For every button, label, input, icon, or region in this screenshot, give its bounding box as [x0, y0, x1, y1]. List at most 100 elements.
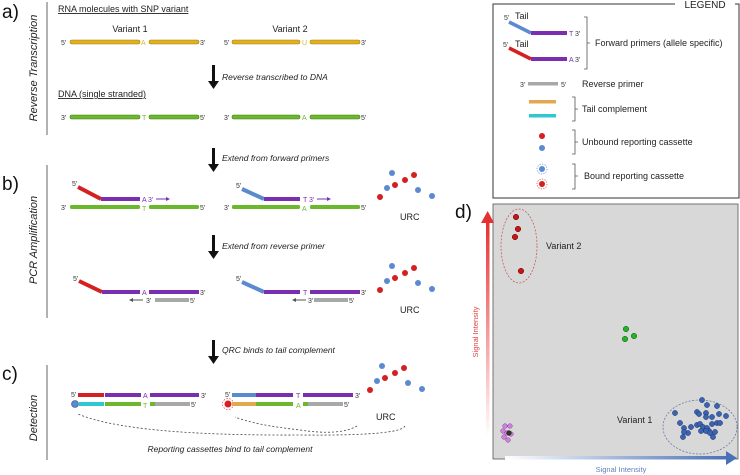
- svg-text:Tail: Tail: [515, 39, 529, 49]
- urc-red-dot: [392, 182, 398, 188]
- bound-blue-icon: [536, 163, 548, 175]
- forward-primer-variant2: 5' T 3': [236, 183, 331, 204]
- step-extend-reverse: Extend from reverse primer: [222, 241, 326, 251]
- svg-text:3': 3': [361, 290, 366, 297]
- urc-blue-dot: [415, 187, 421, 193]
- svg-text:5': 5': [71, 392, 76, 399]
- urc-red-dot: [377, 194, 383, 200]
- urc-red-dot: [377, 287, 383, 293]
- svg-text:5': 5': [225, 392, 230, 399]
- variant2-point: [514, 225, 522, 233]
- legend-title: LEGEND: [684, 0, 725, 11]
- svg-text:5': 5': [191, 402, 196, 409]
- variant1-point: [716, 411, 722, 417]
- variant2-label: Variant 2: [272, 24, 307, 34]
- variant1-point: [703, 414, 709, 420]
- urc-blue-dot: [384, 185, 390, 191]
- svg-text:U: U: [302, 40, 307, 47]
- urc-blue-dot: [429, 286, 435, 292]
- variant1-point: [672, 410, 678, 416]
- no-template-control-point: [502, 423, 508, 429]
- svg-text:5': 5': [349, 298, 354, 305]
- svg-text:T: T: [143, 403, 148, 410]
- bound-cassette-blue-icon: [71, 400, 79, 408]
- panel-d-label: d): [455, 202, 472, 223]
- variant1-label: Variant 1: [112, 24, 147, 34]
- dna-heading: DNA (single stranded): [58, 89, 146, 99]
- variant1-point: [723, 413, 729, 419]
- svg-text:3': 3': [308, 298, 313, 305]
- variant1-point: [680, 434, 686, 440]
- svg-text:A: A: [141, 40, 146, 47]
- svg-text:A: A: [302, 115, 307, 122]
- side-label-detection: Detection: [28, 395, 40, 441]
- svg-text:T: T: [569, 31, 574, 38]
- variant1-point: [709, 414, 715, 420]
- urc-blue-dot: [384, 278, 390, 284]
- side-label-reverse-transcription: Reverse Transcription: [28, 15, 40, 122]
- svg-text:Bound reporting cassette: Bound reporting cassette: [584, 171, 684, 181]
- svg-text:Forward primers (allele specif: Forward primers (allele specific): [595, 38, 723, 48]
- variant1-point: [677, 420, 683, 426]
- variant1-point: [699, 397, 705, 403]
- legend-forward-primer-red: 5' Tail A 3': [503, 39, 580, 64]
- variant1-point: [712, 429, 718, 435]
- svg-text:T: T: [296, 393, 301, 400]
- urc-label: URC: [400, 212, 420, 222]
- rna-strand-variant1: 5' A 3': [61, 39, 205, 47]
- svg-text:5': 5': [224, 40, 229, 47]
- x-axis-arrow: [505, 456, 727, 460]
- panel-c-label: c): [2, 364, 18, 385]
- cluster-plot: Signal Intensity Signal Intensity Varian…: [471, 203, 739, 474]
- urc-red-dot: [392, 370, 398, 376]
- bound-cassette-red-icon: [222, 398, 234, 410]
- svg-text:Tail: Tail: [515, 11, 529, 21]
- detection-duplex-variant2: 5' T 3' A 5': [222, 392, 360, 410]
- urc-blue-dot: [415, 280, 421, 286]
- variant1-point: [714, 403, 720, 409]
- svg-text:5': 5': [561, 82, 566, 89]
- urc-cluster: [377, 263, 435, 293]
- panel-a-label: a): [2, 2, 19, 23]
- variant2-cluster-outline: [500, 208, 538, 284]
- variant1-point: [709, 421, 715, 427]
- svg-text:5': 5': [61, 40, 66, 47]
- rna-strand-variant2: 5' U 3': [224, 39, 366, 47]
- panel-b-label: b): [2, 174, 19, 195]
- svg-text:A: A: [569, 57, 574, 64]
- svg-text:3': 3': [355, 393, 360, 400]
- svg-text:3': 3': [200, 40, 205, 47]
- unbound-red-icon: [539, 133, 545, 139]
- side-label-pcr-amplification: PCR Amplification: [28, 196, 40, 284]
- urc-label: URC: [400, 305, 420, 315]
- svg-text:5': 5': [361, 205, 366, 212]
- dna-strand-variant1: 3' T 5': [61, 114, 205, 122]
- urc-red-dot: [411, 265, 417, 271]
- svg-text:5': 5': [504, 15, 509, 22]
- heterozygous-point: [622, 325, 630, 333]
- svg-text:3': 3': [575, 57, 580, 64]
- urc-red-dot: [402, 270, 408, 276]
- variant1-point: [717, 420, 723, 426]
- cluster-label-variant2: Variant 2: [546, 241, 581, 251]
- no-template-control-point: [505, 437, 511, 443]
- no-template-control-point: [500, 428, 506, 434]
- urc-blue-dot: [374, 378, 380, 384]
- svg-text:T: T: [142, 206, 147, 213]
- svg-text:3': 3': [224, 115, 229, 122]
- urc-blue-dot: [389, 263, 395, 269]
- svg-text:Reverse primer: Reverse primer: [582, 79, 644, 89]
- arrow-down-icon: [208, 65, 219, 89]
- unbound-blue-icon: [539, 145, 545, 151]
- extended-product-variant1: 5' A 3' 3' 5': [73, 276, 205, 305]
- detection-duplex-variant1: 5' A 3' T 5': [71, 392, 206, 410]
- svg-text:A: A: [142, 197, 147, 204]
- svg-text:3': 3': [200, 290, 205, 297]
- step-extend-forward: Extend from forward primers: [222, 153, 330, 163]
- y-axis-label: Signal Intensity: [471, 306, 480, 357]
- svg-text:5': 5': [73, 276, 78, 283]
- svg-text:3': 3': [61, 115, 66, 122]
- svg-text:3': 3': [361, 40, 366, 47]
- urc-red-dot: [402, 177, 408, 183]
- svg-text:3': 3': [224, 205, 229, 212]
